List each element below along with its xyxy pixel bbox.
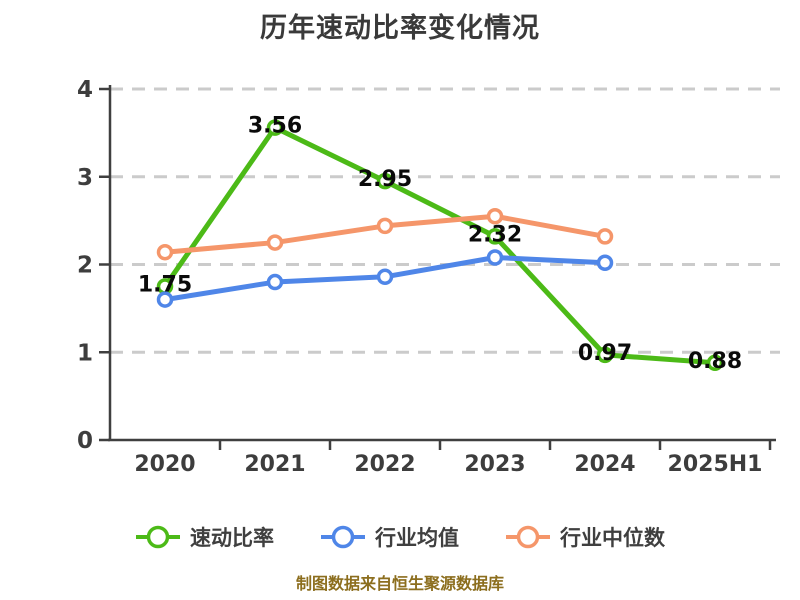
x-tick-label: 2020 (134, 452, 195, 477)
x-tick-label: 2024 (574, 452, 635, 477)
value-label: 2.32 (468, 222, 522, 247)
y-tick-label: 1 (77, 340, 93, 366)
data-point (706, 354, 724, 372)
value-label: 1.75 (138, 272, 192, 297)
data-point (376, 268, 394, 286)
value-label: 2.95 (358, 167, 412, 192)
x-tick-label: 2025H1 (668, 452, 763, 477)
legend-marker-icon (506, 525, 550, 549)
chart-legend: 速动比率 行业均值 行业中位数 (0, 516, 800, 558)
value-label: 0.97 (578, 341, 632, 366)
x-tick-label: 2021 (244, 452, 305, 477)
data-point (266, 119, 284, 136)
source-note: 制图数据来自恒生聚源数据库 (295, 574, 504, 593)
series-line (162, 125, 718, 366)
y-tick-label: 3 (77, 165, 93, 191)
data-point (156, 243, 174, 261)
data-point (376, 217, 394, 235)
data-point (596, 254, 614, 271)
line-chart-plot-area: 0 1 2 3 4 2020 2021 2022 2023 2024 2025H1 1.75 3.56 2… (77, 77, 780, 477)
data-point (486, 249, 504, 266)
data-point (156, 291, 174, 308)
y-tick-label: 2 (77, 253, 93, 279)
data-point (596, 228, 614, 245)
data-point (596, 346, 614, 364)
value-label: 0.88 (688, 349, 742, 374)
legend-item[interactable]: 行业中位数 (505, 522, 665, 552)
x-tick-label: 2023 (464, 452, 525, 477)
legend-item[interactable]: 行业均值 (320, 522, 459, 552)
x-tick-label: 2022 (354, 452, 415, 477)
data-point (486, 228, 504, 245)
y-tick-label: 4 (77, 77, 93, 103)
legend-label: 行业中位数 (560, 526, 665, 550)
chart-title: 历年速动比率变化情况 (260, 13, 540, 44)
data-point (376, 172, 394, 190)
y-tick-label: 0 (77, 428, 93, 454)
legend-marker-icon (136, 525, 180, 549)
value-label: 3.56 (248, 114, 302, 139)
legend-marker-icon (321, 525, 365, 549)
data-point (266, 234, 284, 251)
legend-label: 行业均值 (375, 526, 459, 550)
data-point (486, 207, 504, 225)
legend-label: 速动比率 (190, 526, 274, 550)
legend-item[interactable]: 速动比率 (135, 522, 274, 552)
data-point (266, 273, 284, 291)
